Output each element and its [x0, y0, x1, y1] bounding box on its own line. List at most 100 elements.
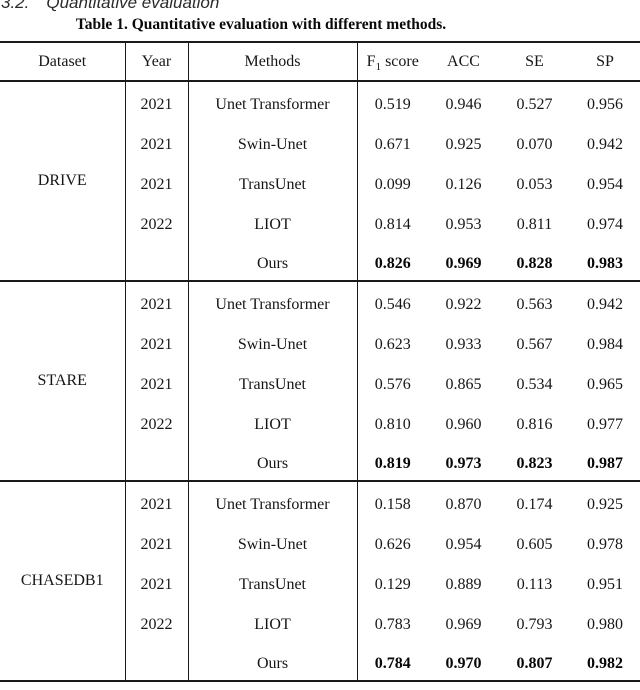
method-cell: LIOT — [188, 601, 358, 641]
table-row: 2022 LIOT 0.783 0.969 0.793 0.980 — [0, 601, 640, 641]
metric-value-cell: 0.970 — [445, 655, 482, 672]
method-cell: Unet Transformer — [188, 280, 358, 321]
metric-value-cell: 0.987 — [587, 455, 623, 472]
section-heading: 3.2. Quantitative evaluation — [1, 0, 219, 13]
year-cell: 2021 — [125, 561, 189, 601]
metric-value-cell: 0.605 — [516, 535, 553, 553]
col-header-f1-score: F1 score — [357, 42, 428, 81]
metric-value-cell: 0.816 — [516, 415, 553, 433]
metric-value-cell: 0.823 — [516, 455, 553, 472]
metric-value-cell: 0.811 — [516, 215, 553, 233]
year-cell: 2021 — [125, 480, 189, 521]
dataset-cell: DRIVE — [0, 81, 126, 281]
table-row: 2022 LIOT 0.814 0.953 0.811 0.974 — [0, 201, 640, 241]
metric-value-cell: 0.925 — [570, 480, 640, 521]
method-cell: Swin-Unet — [188, 321, 358, 361]
dataset-cell: STARE — [0, 280, 126, 481]
results-table: Dataset Year Methods F1 score ACC SE SP … — [0, 41, 640, 682]
metric-value-cell: 0.099 — [374, 175, 411, 193]
method-cell: Ours — [188, 441, 358, 481]
table-row: 2021 Swin-Unet 0.671 0.925 0.070 0.942 — [0, 121, 640, 161]
method-cell: TransUnet — [188, 161, 358, 201]
table-row: Ours 0.826 0.969 0.828 0.983 — [0, 241, 640, 281]
table-caption: Table 1. Quantitative evaluation with di… — [75, 16, 447, 33]
table-row: Ours 0.819 0.973 0.823 0.987 — [0, 441, 640, 481]
method-cell: LIOT — [188, 201, 358, 241]
year-cell: 2021 — [125, 321, 189, 361]
col-header-dataset: Dataset — [0, 42, 126, 81]
col-header-methods: Methods — [188, 42, 358, 81]
metric-value-cell: 0.534 — [516, 375, 553, 393]
metric-value-cell: 0.671 — [374, 135, 411, 153]
col-header-sp: SP — [596, 52, 614, 70]
table-body: DRIVE 2021 Unet Transformer 0.519 0.946 0.527… — [0, 81, 640, 681]
metric-value-cell: 0.969 — [445, 255, 482, 272]
metric-value-cell: 0.567 — [516, 335, 553, 353]
metric-value-cell: 0.983 — [587, 255, 623, 272]
metric-value-cell: 0.973 — [445, 455, 482, 472]
year-cell — [125, 441, 189, 481]
metric-value-cell: 0.784 — [374, 655, 411, 672]
col-header-acc: ACC — [447, 52, 480, 70]
method-cell: Swin-Unet — [188, 121, 358, 161]
metric-value-cell: 0.946 — [445, 96, 482, 113]
f1-base: F — [366, 52, 376, 70]
method-cell: Ours — [188, 641, 358, 681]
table-row: DRIVE 2021 Unet Transformer 0.519 0.946 0.527… — [0, 81, 640, 281]
metric-value-cell: 0.982 — [587, 655, 623, 672]
metric-value-cell: 0.158 — [357, 480, 428, 521]
year-cell: 2022 — [125, 601, 189, 641]
f1-rest: score — [385, 52, 419, 70]
year-cell: 2022 — [125, 401, 189, 441]
metric-value-cell: 0.793 — [516, 615, 553, 633]
metric-value-cell: 0.807 — [516, 655, 553, 672]
metric-value-cell: 0.527 — [516, 96, 553, 113]
year-cell: 2022 — [125, 201, 189, 241]
metric-value-cell: 0.965 — [587, 375, 623, 393]
metric-value-cell: 0.969 — [445, 615, 482, 633]
metric-value-cell: 0.126 — [445, 175, 482, 193]
metric-value-cell: 0.546 — [357, 280, 428, 321]
metric-value-cell: 0.974 — [587, 215, 623, 233]
year-cell: 2021 — [125, 161, 189, 201]
metric-value-cell: 0.113 — [516, 575, 553, 593]
metric-value-cell: 0.922 — [428, 280, 499, 321]
method-cell: LIOT — [188, 401, 358, 441]
method-cell: Unet Transformer — [188, 480, 358, 521]
method-cell: Unet Transformer — [188, 81, 358, 121]
metric-value-cell: 0.980 — [587, 615, 623, 633]
section-title: Quantitative evaluation — [46, 0, 220, 12]
metric-value-cell: 0.951 — [587, 575, 623, 593]
metric-value-cell: 0.129 — [374, 575, 411, 593]
metric-value-cell: 0.977 — [587, 415, 623, 433]
col-header-year: Year — [125, 42, 189, 81]
year-cell — [125, 241, 189, 281]
metric-value-cell: 0.826 — [374, 255, 411, 272]
table-row: Ours 0.784 0.970 0.807 0.982 — [0, 641, 640, 681]
metric-value-cell: 0.933 — [445, 335, 482, 353]
metric-value-cell: 0.783 — [374, 615, 411, 633]
f1-subscript: 1 — [375, 60, 382, 73]
metric-value-cell: 0.956 — [587, 96, 623, 113]
metric-value-cell: 0.174 — [499, 480, 570, 521]
col-header-se: SE — [525, 52, 544, 70]
table-row: STARE 2021 Unet Transformer 0.546 0.922 0.563… — [0, 280, 640, 481]
metric-value-cell: 0.870 — [428, 480, 499, 521]
table-row: 2021 TransUnet 0.129 0.889 0.113 0.951 — [0, 561, 640, 601]
metric-value-cell: 0.953 — [445, 215, 482, 233]
method-cell: TransUnet — [188, 561, 358, 601]
table-row: 2022 LIOT 0.810 0.960 0.816 0.977 — [0, 401, 640, 441]
table-row: 2021 TransUnet 0.099 0.126 0.053 0.954 — [0, 161, 640, 201]
metric-value-cell: 0.576 — [374, 375, 411, 393]
metric-value-cell: 0.519 — [374, 96, 411, 113]
metric-value-cell: 0.828 — [516, 255, 553, 272]
metric-value-cell: 0.070 — [516, 135, 553, 153]
year-cell: 2021 — [125, 361, 189, 401]
metric-value-cell: 0.623 — [374, 335, 411, 353]
metric-value-cell: 0.865 — [445, 375, 482, 393]
section-number: 3.2. — [1, 0, 30, 12]
method-cell: Swin-Unet — [188, 521, 358, 561]
metric-value-cell: 0.819 — [374, 455, 411, 472]
year-cell: 2021 — [125, 81, 189, 121]
